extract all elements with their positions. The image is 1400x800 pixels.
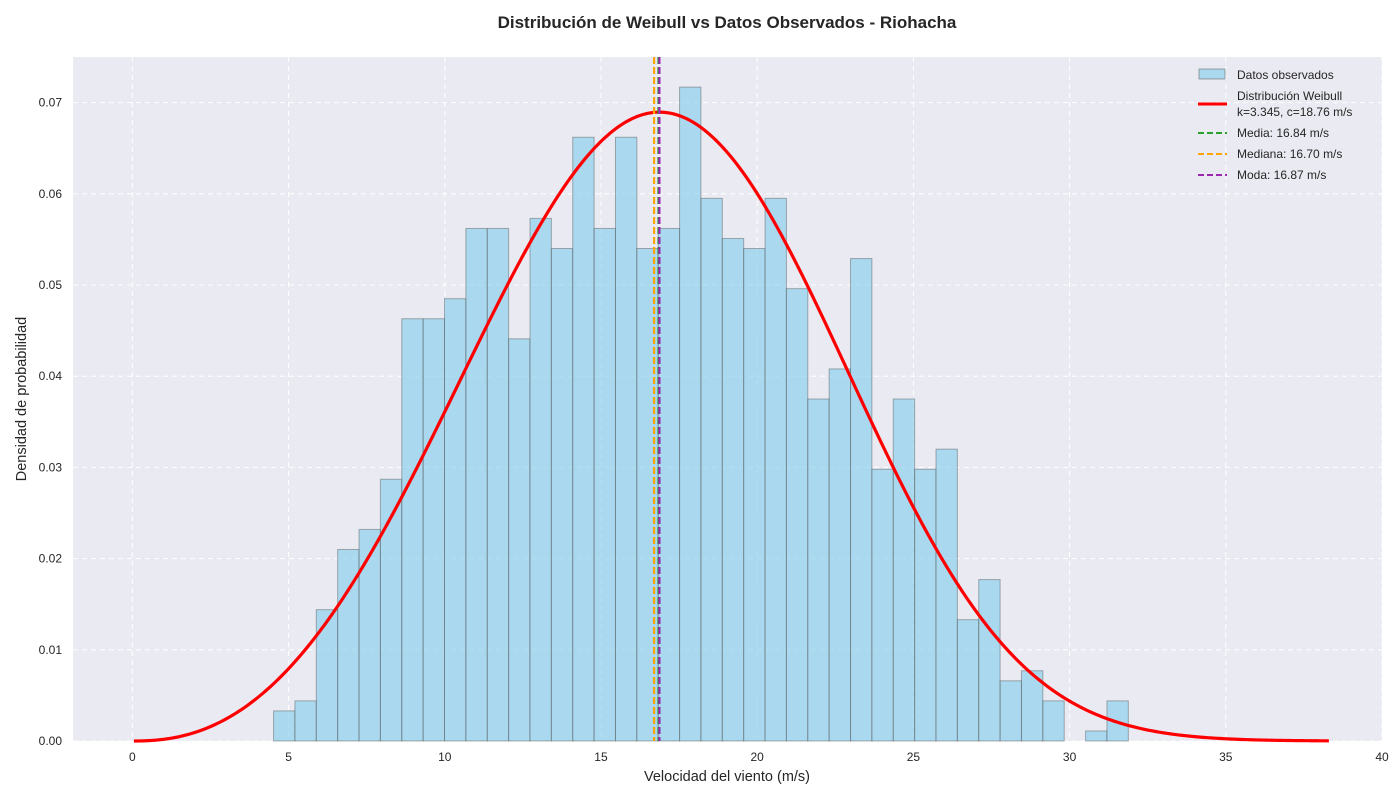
y-axis-ticks: 0.00 0.01 0.02 0.03 0.04 0.05 0.06 0.07 (39, 96, 63, 748)
histogram-bar (593, 227, 616, 742)
histogram-bar (999, 680, 1022, 742)
x-tick-label: 30 (1063, 750, 1077, 764)
histogram-bar (273, 710, 296, 742)
histogram-bar (379, 478, 403, 742)
histogram-bars (273, 86, 1129, 742)
histogram-bar (657, 227, 681, 742)
y-tick-label: 0.04 (39, 369, 63, 383)
histogram-bar (914, 468, 937, 742)
y-tick-label: 0.05 (39, 278, 63, 292)
legend-label-histogram: Datos observados (1237, 68, 1334, 82)
x-tick-label: 15 (594, 750, 608, 764)
histogram-bar (572, 136, 595, 742)
histogram-bar (1085, 730, 1108, 742)
histogram-bar (871, 468, 894, 742)
histogram-bar (721, 237, 745, 742)
histogram-bar (764, 197, 787, 742)
histogram-bar (956, 619, 980, 742)
histogram-bar (1042, 700, 1065, 742)
histogram-bar (358, 528, 381, 742)
x-tick-label: 5 (285, 750, 292, 764)
y-axis-label: Densidad de probabilidad (14, 317, 30, 481)
histogram-bar (935, 448, 958, 742)
x-tick-label: 10 (438, 750, 452, 764)
histogram-bar (850, 258, 873, 742)
legend-label-mediana: Mediana: 16.70 m/s (1237, 147, 1342, 161)
x-tick-label: 0 (129, 750, 136, 764)
x-tick-label: 40 (1375, 750, 1389, 764)
legend-label-moda: Moda: 16.87 m/s (1237, 168, 1326, 182)
histogram-bar (401, 318, 424, 742)
x-tick-label: 25 (907, 750, 921, 764)
histogram-bar (294, 700, 317, 742)
histogram-bar (700, 197, 723, 742)
histogram-bar (679, 86, 702, 742)
legend-label-weibull-params: k=3.345, c=18.76 m/s (1237, 105, 1352, 119)
y-tick-label: 0.00 (39, 734, 63, 748)
histogram-bar (828, 368, 852, 742)
y-tick-label: 0.07 (39, 96, 63, 110)
histogram-bar (444, 298, 467, 742)
histogram-bar (486, 227, 510, 742)
weibull-curve-group (133, 110, 1329, 743)
histogram-bar (978, 579, 1001, 742)
histogram-bar (529, 217, 552, 742)
legend: Datos observados Distribución Weibull k=… (1198, 68, 1352, 182)
histogram-bar (892, 398, 916, 742)
x-tick-label: 35 (1219, 750, 1233, 764)
y-tick-label: 0.02 (39, 552, 63, 566)
legend-swatch-histogram (1198, 68, 1226, 80)
vertical-lines (652, 57, 661, 741)
histogram-bar (785, 288, 809, 742)
histogram-bar (807, 398, 830, 742)
histogram-bar (614, 136, 638, 742)
legend-label-weibull: Distribución Weibull (1237, 89, 1342, 103)
y-tick-label: 0.06 (39, 187, 63, 201)
legend-label-media: Media: 16.84 m/s (1237, 126, 1329, 140)
x-axis-ticks: 0 5 10 15 20 25 30 35 40 (129, 750, 1389, 764)
histogram-bar (508, 338, 531, 742)
x-tick-label: 20 (750, 750, 764, 764)
x-axis-label: Velocidad del viento (m/s) (644, 769, 810, 785)
y-tick-label: 0.03 (39, 460, 63, 474)
histogram-bar (465, 227, 488, 742)
histogram-bar (550, 248, 574, 742)
chart-title: Distribución de Weibull vs Datos Observa… (498, 13, 957, 32)
y-tick-label: 0.01 (39, 643, 63, 657)
weibull-curve (133, 110, 1329, 743)
histogram-bar (743, 248, 766, 742)
histogram-bar (422, 318, 446, 742)
